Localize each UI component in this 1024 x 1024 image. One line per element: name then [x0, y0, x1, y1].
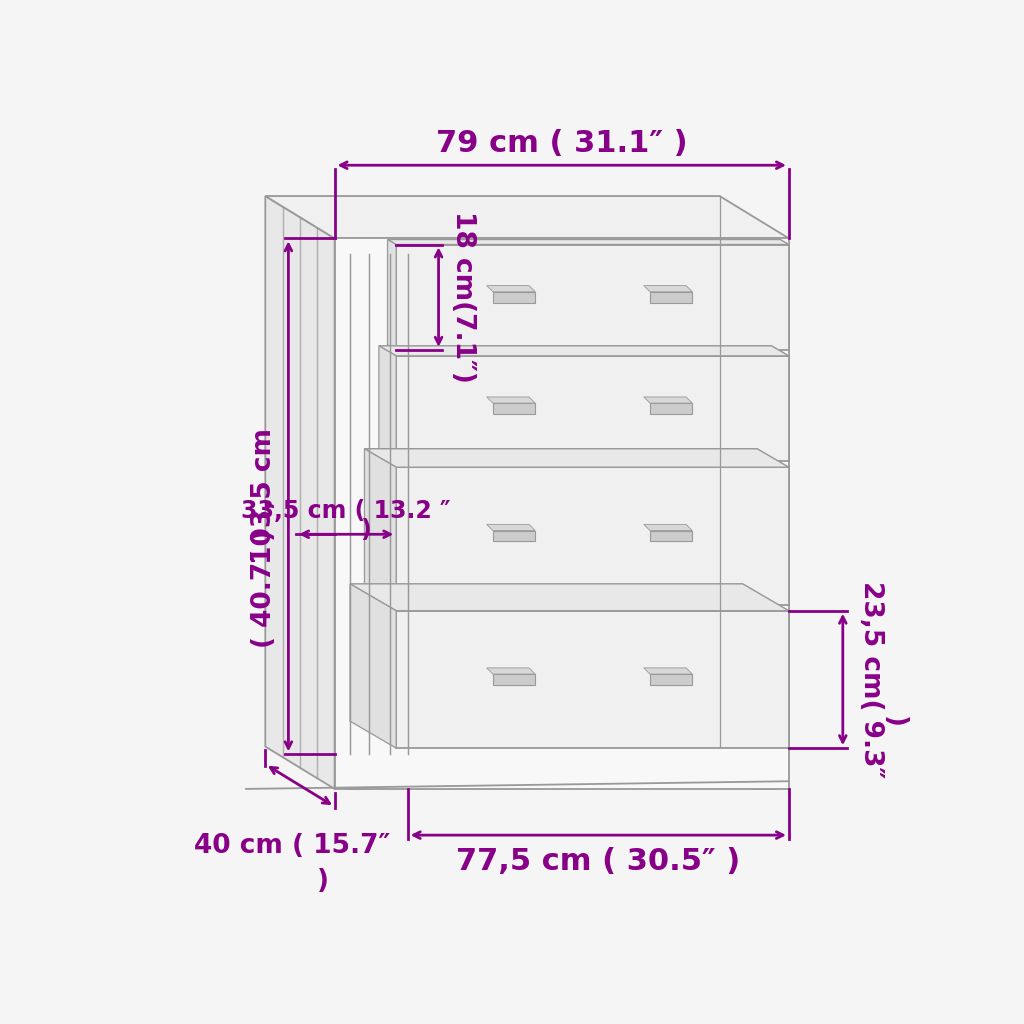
Polygon shape: [265, 196, 335, 788]
Polygon shape: [486, 286, 536, 292]
Text: 103,5 cm: 103,5 cm: [251, 428, 276, 564]
Polygon shape: [493, 292, 536, 302]
Polygon shape: [396, 610, 788, 749]
Text: 77,5 cm ( 30.5″ ): 77,5 cm ( 30.5″ ): [457, 847, 740, 876]
Polygon shape: [335, 239, 788, 788]
Polygon shape: [276, 712, 300, 746]
Polygon shape: [396, 356, 788, 461]
Polygon shape: [365, 449, 788, 467]
Text: 79 cm ( 31.1″ ): 79 cm ( 31.1″ ): [436, 129, 687, 158]
Polygon shape: [755, 755, 777, 788]
Text: 40 cm ( 15.7″: 40 cm ( 15.7″: [195, 834, 390, 859]
Polygon shape: [265, 196, 788, 239]
Polygon shape: [365, 449, 396, 604]
Polygon shape: [346, 755, 370, 788]
Polygon shape: [644, 286, 692, 292]
Polygon shape: [379, 346, 788, 356]
Polygon shape: [350, 584, 396, 749]
Polygon shape: [685, 712, 708, 746]
Polygon shape: [493, 403, 536, 414]
Polygon shape: [644, 524, 692, 530]
Polygon shape: [650, 530, 692, 542]
Polygon shape: [396, 245, 788, 350]
Text: 23,5 cm( 9.3″: 23,5 cm( 9.3″: [858, 581, 884, 778]
Text: ): ): [317, 868, 329, 894]
Text: 33,5 cm ( 13.2 ″: 33,5 cm ( 13.2 ″: [242, 499, 451, 522]
Polygon shape: [379, 346, 396, 461]
Polygon shape: [650, 292, 692, 302]
Text: ( 40.7″ ): ( 40.7″ ): [251, 529, 276, 648]
Polygon shape: [387, 240, 788, 245]
Polygon shape: [493, 674, 536, 685]
Text: ): ): [882, 716, 907, 728]
Polygon shape: [387, 240, 396, 350]
Polygon shape: [644, 397, 692, 403]
Polygon shape: [644, 668, 692, 674]
Text: 18 cm(7.1″): 18 cm(7.1″): [451, 211, 476, 383]
Polygon shape: [486, 524, 536, 530]
Polygon shape: [350, 584, 788, 610]
Polygon shape: [396, 467, 788, 604]
Polygon shape: [650, 403, 692, 414]
Polygon shape: [486, 668, 536, 674]
Text: ): ): [360, 518, 371, 542]
Polygon shape: [650, 674, 692, 685]
Polygon shape: [486, 397, 536, 403]
Polygon shape: [493, 530, 536, 542]
